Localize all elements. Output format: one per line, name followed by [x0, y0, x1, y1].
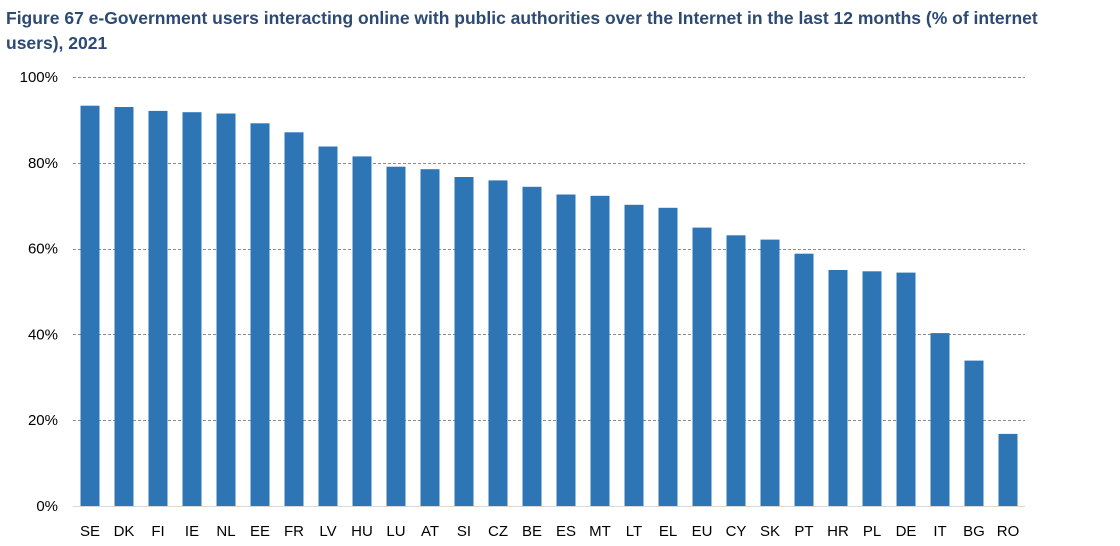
y-tick-label: 60%: [28, 241, 58, 258]
y-tick-label: 20%: [28, 412, 58, 429]
bar-de: [896, 272, 916, 506]
x-tick-label: PT: [794, 523, 813, 540]
x-tick-label: BG: [963, 523, 985, 540]
x-tick-label: LT: [626, 523, 642, 540]
bar-cy: [726, 235, 746, 507]
x-tick-label: CZ: [488, 523, 508, 540]
bar-es: [556, 194, 576, 506]
bar-nl: [216, 113, 236, 506]
gridlines: [73, 77, 1025, 507]
figure-title: Figure 67 e-Government users interacting…: [6, 8, 1038, 53]
bar-se: [80, 105, 100, 506]
x-tick-label: FI: [151, 523, 164, 540]
bar-it: [930, 333, 950, 506]
y-tick-label: 0%: [36, 498, 58, 515]
bar-si: [454, 177, 474, 506]
x-tick-label: ES: [556, 523, 576, 540]
x-tick-label: IE: [185, 523, 199, 540]
x-axis-tick-labels: SE DK FI IE NL EE FR LV HU LU AT SI CZ BE ES MT LT EL EU CY…: [80, 523, 1019, 540]
x-tick-label: AT: [421, 523, 439, 540]
x-tick-label: EU: [692, 523, 713, 540]
bar-sk: [760, 239, 780, 506]
bar-ie: [182, 112, 202, 506]
x-tick-label: IT: [933, 523, 946, 540]
x-tick-label: RO: [997, 523, 1020, 540]
bar-hr: [828, 270, 848, 506]
x-tick-label: CY: [726, 523, 747, 540]
x-tick-label: BE: [522, 523, 542, 540]
y-tick-label: 80%: [28, 155, 58, 172]
y-tick-label: 40%: [28, 326, 58, 343]
bar-ee: [250, 123, 270, 507]
bar-pl: [862, 271, 882, 506]
x-tick-label: LV: [319, 523, 336, 540]
bar-cz: [488, 180, 508, 506]
x-tick-label: FR: [284, 523, 304, 540]
x-tick-label: LU: [386, 523, 405, 540]
bar-mt: [590, 195, 610, 507]
bar-bg: [964, 360, 984, 506]
bar-lu: [386, 166, 406, 506]
x-tick-label: DK: [114, 523, 135, 540]
bars: [80, 105, 1018, 507]
x-tick-label: HR: [827, 523, 849, 540]
x-tick-label: DE: [896, 523, 917, 540]
bar-hu: [352, 156, 372, 506]
bar-lv: [318, 146, 338, 506]
x-tick-label: PL: [863, 523, 881, 540]
y-tick-label: 100%: [20, 69, 58, 86]
bar-fi: [148, 110, 168, 507]
bar-ro: [998, 433, 1018, 506]
bar-lt: [624, 204, 644, 507]
x-tick-label: MT: [589, 523, 611, 540]
x-tick-label: SI: [457, 523, 471, 540]
x-tick-label: HU: [351, 523, 373, 540]
x-tick-label: EL: [659, 523, 677, 540]
x-tick-label: SK: [760, 523, 780, 540]
bar-at: [420, 169, 440, 506]
bar-fr: [284, 132, 304, 507]
bar-eu: [692, 227, 712, 506]
bar-pt: [794, 253, 814, 506]
bar-dk: [114, 107, 134, 506]
bar-el: [658, 207, 678, 507]
bar-be: [522, 186, 542, 507]
x-tick-label: SE: [80, 523, 100, 540]
y-axis-tick-labels: 0% 20% 40% 60% 80% 100%: [20, 69, 58, 515]
x-tick-label: EE: [250, 523, 270, 540]
x-tick-label: NL: [216, 523, 235, 540]
